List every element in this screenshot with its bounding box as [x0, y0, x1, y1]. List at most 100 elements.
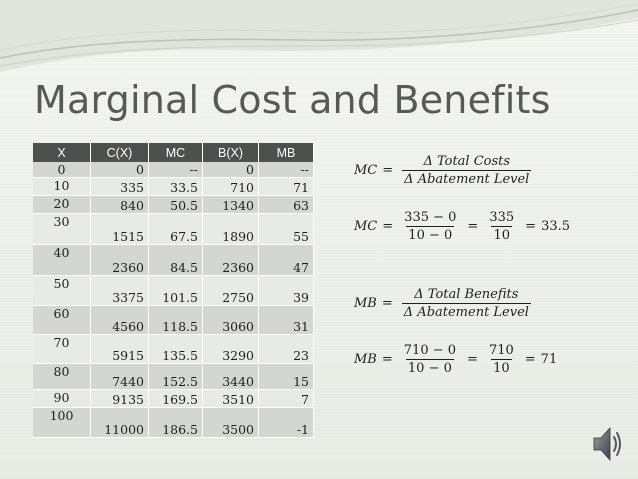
cell-cx: 9135: [90, 389, 149, 408]
cell-bx: 3290: [202, 334, 259, 364]
mb-calc-numerator-2: 710: [488, 343, 514, 358]
equals-sign: =: [381, 352, 393, 367]
cell-mc: 101.5: [148, 275, 203, 306]
mb-definition-formula: MB = Δ Total Benefits Δ Abatement Level: [354, 287, 535, 320]
cost-benefit-table: X C(X) MC B(X) MB 0 0 -- 0 -- 10 335 33.…: [33, 143, 314, 438]
equals-sign: =: [524, 352, 536, 367]
cell-cx: 4560: [90, 305, 149, 335]
equals-sign: =: [382, 219, 394, 234]
cell-cx: 2360: [90, 244, 149, 276]
cell-mb: 15: [258, 363, 314, 390]
cell-x: 70: [33, 334, 91, 364]
cell-x: 90: [33, 389, 91, 408]
cell-mb: 55: [258, 213, 314, 245]
cell-mc: 186.5: [148, 407, 203, 438]
table-row: 60 4560 118.5 3060 31: [33, 305, 314, 335]
mc-def-denominator: Δ Abatement Level: [402, 170, 532, 187]
cell-bx: 1340: [202, 195, 259, 214]
equals-sign: =: [381, 296, 393, 311]
mb-def-numerator: Δ Total Benefits: [414, 287, 519, 302]
header-mb: MB: [258, 143, 314, 162]
cell-mc: --: [148, 162, 203, 178]
cell-cx: 7440: [90, 363, 149, 390]
cell-mc: 135.5: [148, 334, 203, 364]
cell-bx: 710: [202, 177, 259, 196]
mc-def-lhs: MC: [354, 163, 378, 178]
mc-calc-result: 33.5: [541, 219, 571, 234]
mc-calc-numerator-2: 335: [489, 210, 515, 225]
cell-mc: 33.5: [148, 177, 203, 196]
mc-calc-fraction-2: 335 10: [487, 210, 516, 243]
cell-x: 20: [33, 195, 91, 214]
cell-mb: 23: [258, 334, 314, 364]
mc-definition-formula: MC = Δ Total Costs Δ Abatement Level: [354, 154, 535, 187]
cell-bx: 1890: [202, 213, 259, 245]
table-row: 20 840 50.5 1340 63: [33, 195, 314, 214]
mb-calc-denominator-2: 10: [491, 359, 512, 376]
cell-mb: -1: [258, 407, 314, 438]
mc-calc-denominator-2: 10: [491, 226, 513, 243]
cell-x: 10: [33, 177, 91, 196]
table-row: 80 7440 152.5 3440 15: [33, 363, 314, 390]
table-row: 40 2360 84.5 2360 47: [33, 244, 314, 276]
table-row: 10 335 33.5 710 71: [33, 177, 314, 196]
cell-bx: 3440: [202, 363, 259, 390]
cell-x: 100: [33, 407, 91, 438]
cell-mb: 71: [258, 177, 314, 196]
cell-x: 50: [33, 275, 91, 306]
mc-calculation-formula: MC = 335 − 0 10 − 0 = 335 10 = 33.5: [354, 210, 570, 243]
cell-mc: 50.5: [148, 195, 203, 214]
table-row: 30 1515 67.5 1890 55: [33, 213, 314, 245]
slide-title: Marginal Cost and Benefits: [34, 78, 551, 122]
mb-def-denominator: Δ Abatement Level: [401, 303, 531, 320]
cell-bx: 2750: [202, 275, 259, 306]
equals-sign: =: [525, 219, 537, 234]
cell-mb: 63: [258, 195, 314, 214]
mc-calc-numerator-1: 335 − 0: [404, 210, 457, 225]
mb-calc-fraction-2: 710 10: [487, 343, 516, 376]
mb-calc-denominator-1: 10 − 0: [405, 359, 454, 376]
cell-mb: 39: [258, 275, 314, 306]
table-row: 100 11000 186.5 3500 -1: [33, 407, 314, 438]
cell-bx: 3510: [202, 389, 259, 408]
mb-calc-result: 71: [540, 352, 558, 367]
cell-cx: 840: [90, 195, 149, 214]
equals-sign: =: [467, 219, 479, 234]
table-row: 90 9135 169.5 3510 7: [33, 389, 314, 408]
cell-x: 60: [33, 305, 91, 335]
mb-def-lhs: MB: [354, 296, 377, 311]
header-mc: MC: [148, 143, 203, 162]
decorative-swoosh: [0, 0, 638, 72]
mb-calc-fraction-1: 710 − 0 10 − 0: [402, 343, 458, 376]
cell-mc: 118.5: [148, 305, 203, 335]
cell-x: 0: [33, 162, 91, 178]
mc-def-fraction: Δ Total Costs Δ Abatement Level: [402, 154, 532, 187]
header-x: X: [33, 143, 91, 162]
mc-def-numerator: Δ Total Costs: [423, 154, 511, 169]
cell-cx: 335: [90, 177, 149, 196]
table-row: 50 3375 101.5 2750 39: [33, 275, 314, 306]
cell-bx: 0: [202, 162, 259, 178]
table-header-row: X C(X) MC B(X) MB: [33, 143, 314, 162]
mb-calculation-formula: MB = 710 − 0 10 − 0 = 710 10 = 71: [354, 343, 557, 376]
header-cx: C(X): [90, 143, 149, 162]
mc-calc-denominator-1: 10 − 0: [406, 226, 455, 243]
table-row: 70 5915 135.5 3290 23: [33, 334, 314, 364]
cell-mc: 67.5: [148, 213, 203, 245]
cell-x: 80: [33, 363, 91, 390]
cell-mb: 31: [258, 305, 314, 335]
cell-mb: 47: [258, 244, 314, 276]
cell-bx: 2360: [202, 244, 259, 276]
mb-def-fraction: Δ Total Benefits Δ Abatement Level: [401, 287, 531, 320]
cell-mc: 84.5: [148, 244, 203, 276]
equals-sign: =: [467, 352, 478, 367]
cell-mb: --: [258, 162, 314, 178]
speaker-icon[interactable]: [592, 422, 626, 466]
cell-cx: 3375: [90, 275, 149, 306]
cell-cx: 1515: [90, 213, 149, 245]
header-bx: B(X): [202, 143, 259, 162]
cell-mb: 7: [258, 389, 314, 408]
cell-bx: 3060: [202, 305, 259, 335]
cell-x: 30: [33, 213, 91, 245]
cell-cx: 11000: [90, 407, 149, 438]
